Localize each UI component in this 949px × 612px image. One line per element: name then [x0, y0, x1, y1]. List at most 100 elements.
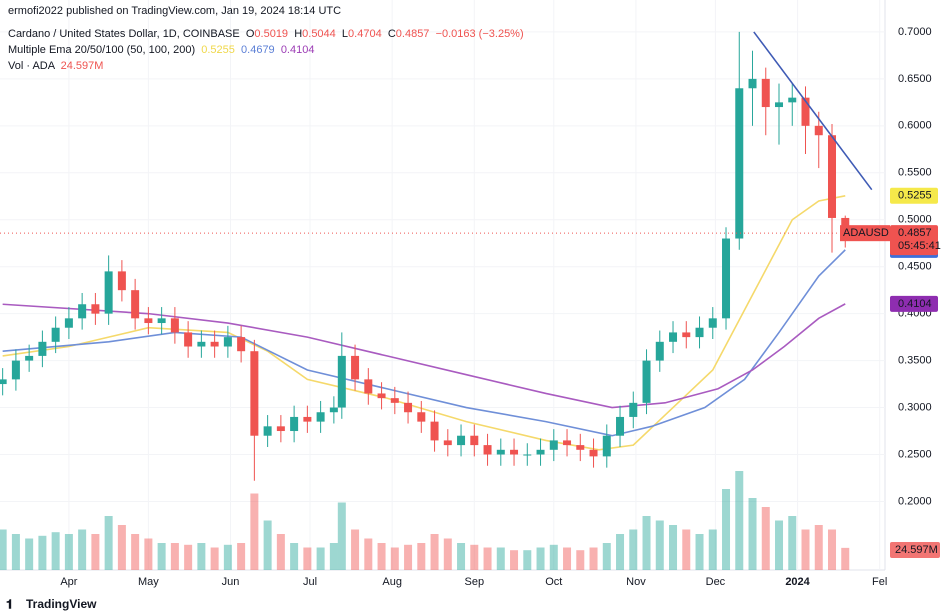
ema-line — [2, 195, 846, 451]
volume-bar — [170, 543, 179, 570]
volume-bar — [443, 538, 452, 570]
y-tick-label: 0.4500 — [898, 261, 932, 273]
symbol: Cardano / United States Dollar, 1D, COIN… — [8, 28, 240, 40]
volume-bar — [457, 543, 466, 570]
y-tick-label: 0.7000 — [898, 26, 932, 38]
candle-body — [390, 398, 399, 403]
volume-bar — [290, 543, 299, 570]
volume-bar — [602, 543, 611, 570]
candle-body — [329, 407, 338, 413]
ema-line — [2, 303, 846, 409]
candle-body — [91, 304, 100, 314]
volume-bar — [404, 544, 413, 570]
volume-box — [890, 542, 940, 558]
candle-body — [104, 271, 113, 314]
candle-body — [523, 454, 532, 456]
volume-bar — [788, 516, 797, 570]
y-tick-label: 0.2500 — [898, 448, 932, 460]
volume-bar — [735, 471, 744, 570]
o-label: O — [245, 28, 255, 40]
candle-body — [708, 318, 717, 328]
candle-body — [576, 445, 585, 450]
candle-body — [722, 238, 731, 319]
candle-body — [170, 318, 179, 333]
close-label: 0.4857 — [898, 227, 932, 239]
volume-bar — [655, 520, 664, 570]
candle-body — [276, 426, 285, 432]
volume-bar — [250, 493, 259, 570]
ema-value: 0.5255 — [201, 44, 235, 56]
symbol-label: ADAUSD — [843, 227, 889, 239]
candle-body — [117, 271, 126, 291]
volume-bar — [104, 516, 113, 570]
volume-bar — [430, 534, 439, 570]
candle-body — [303, 416, 312, 422]
candle-body — [483, 445, 492, 455]
h-label: H — [294, 28, 303, 40]
volume-bar — [78, 529, 87, 570]
volume-bar — [25, 538, 34, 570]
candle-body — [38, 341, 47, 356]
candle-body — [364, 379, 373, 394]
candle-body — [0, 379, 7, 385]
volume-bar — [51, 532, 60, 570]
volume-bar — [722, 489, 731, 570]
candle-body — [801, 97, 810, 126]
volume-bar — [303, 547, 312, 570]
candle-body — [682, 332, 691, 338]
candle-body — [814, 125, 823, 136]
candle-body — [11, 360, 20, 380]
y-tick-label: 0.3500 — [898, 354, 932, 366]
candle-body — [78, 304, 87, 319]
y-tick-label: 0.6000 — [898, 120, 932, 132]
volume-bar — [629, 529, 638, 570]
volume-bar — [483, 547, 492, 570]
volume-bar — [11, 534, 20, 570]
symbol-box — [840, 225, 890, 242]
x-tick-label: Sep — [465, 576, 485, 588]
candle-body — [761, 78, 770, 108]
volume-bar — [642, 516, 651, 570]
symbol-legend: Cardano / United States Dollar, 1D, COIN… — [8, 28, 524, 40]
candle-body — [51, 327, 60, 342]
ema-legend: Multiple Ema 20/50/100 (50, 100, 200) 0.… — [8, 44, 314, 56]
ema-value: 0.4104 — [280, 44, 315, 56]
x-tick-label: Oct — [545, 576, 562, 588]
candle-body — [589, 449, 598, 457]
volume-axis-label: 24.597M — [895, 544, 938, 556]
ema200-label: 0.4104 — [898, 298, 932, 310]
volume-bar — [197, 543, 206, 570]
candle-body — [788, 97, 797, 103]
l-value: 0.4704 — [348, 28, 382, 40]
volume-bar — [708, 529, 717, 570]
candle-body — [642, 360, 651, 403]
candle-body — [184, 332, 193, 347]
candle-body — [25, 355, 34, 361]
y-tick-label: 0.5000 — [898, 214, 932, 226]
volume-bar — [496, 547, 505, 570]
candle-body — [263, 426, 272, 436]
candle-body — [457, 435, 466, 446]
change: −0.0163 (−3.25%) — [435, 28, 524, 40]
volume-bar — [841, 547, 850, 570]
volume-legend: Vol · ADA 24.597M — [8, 60, 103, 72]
x-tick-label: 2024 — [785, 576, 810, 588]
candle-body — [210, 341, 219, 347]
volume-bar — [510, 550, 519, 570]
x-tick-label: Nov — [626, 576, 646, 588]
x-tick-label: Apr — [60, 576, 77, 588]
candle-body — [290, 416, 299, 432]
x-tick-label: Jul — [303, 576, 317, 588]
candle-body — [629, 402, 638, 417]
volume-bar — [117, 525, 126, 570]
volume-bar — [801, 529, 810, 570]
candle-body — [197, 341, 206, 347]
candle-body — [64, 318, 73, 328]
y-tick-label: 0.2000 — [898, 495, 932, 507]
ema-value: 0.4679 — [241, 44, 275, 56]
volume-bar — [131, 534, 140, 570]
ema50-label-box — [890, 187, 938, 204]
candle-body — [775, 102, 784, 108]
candle-body — [404, 402, 413, 413]
